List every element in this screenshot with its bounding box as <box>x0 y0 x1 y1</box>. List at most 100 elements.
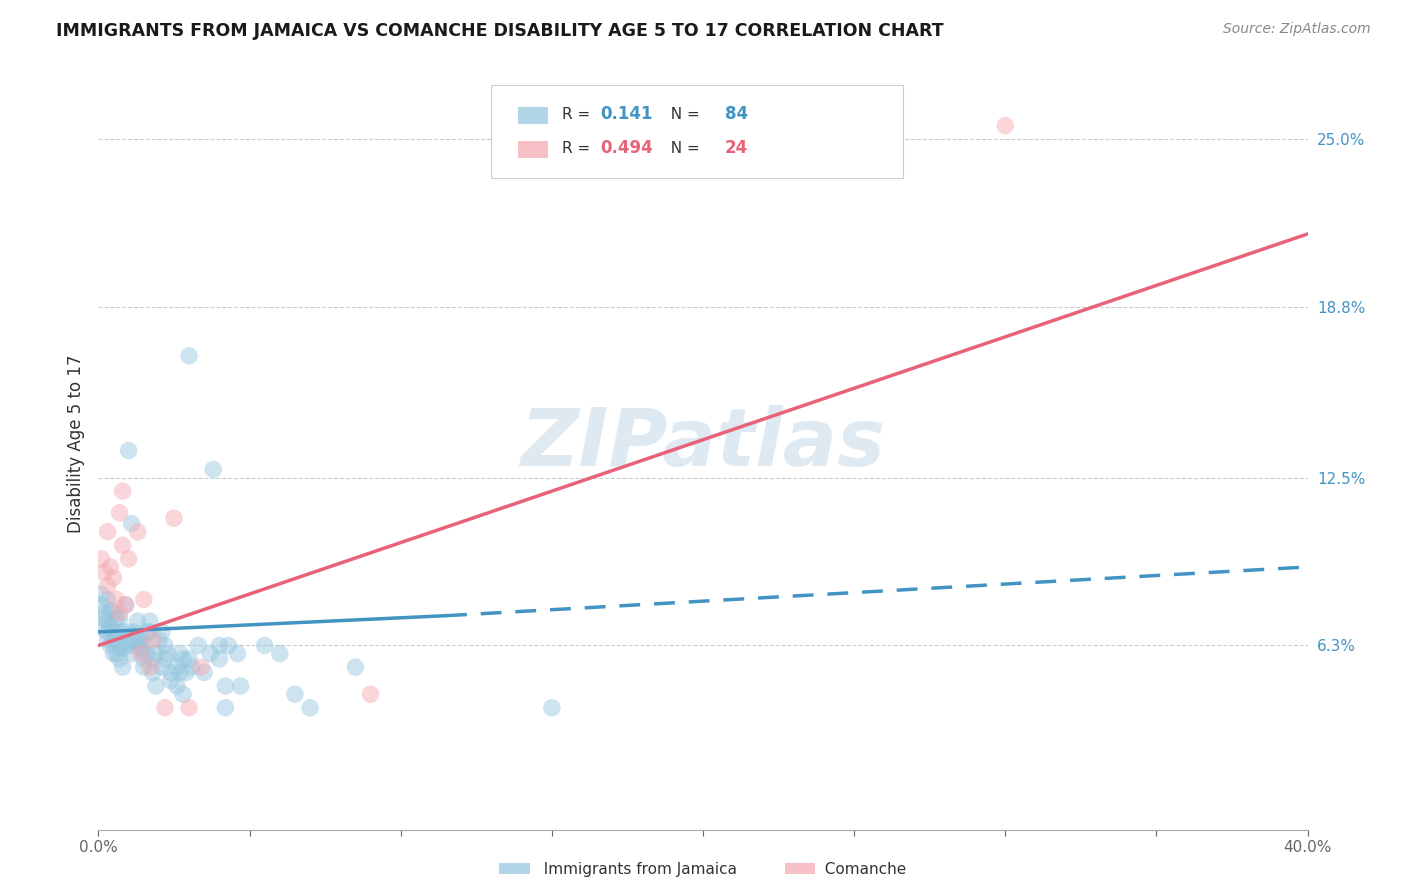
Point <box>208 652 231 666</box>
Point <box>118 639 141 653</box>
Point <box>108 652 131 666</box>
Point <box>121 647 143 661</box>
Point <box>111 641 134 656</box>
Point <box>114 598 136 612</box>
Point <box>229 679 252 693</box>
Point <box>217 639 239 653</box>
Point <box>181 660 204 674</box>
Point <box>139 614 162 628</box>
Point <box>127 614 149 628</box>
Point <box>100 619 122 633</box>
Point <box>103 647 125 661</box>
FancyBboxPatch shape <box>785 863 815 874</box>
Point <box>93 622 115 636</box>
Point <box>114 598 136 612</box>
Point <box>540 700 562 714</box>
Text: N =: N = <box>661 141 704 156</box>
Point <box>190 660 212 674</box>
Point <box>156 647 179 661</box>
Point <box>105 592 128 607</box>
Point <box>127 524 149 539</box>
Point <box>90 551 112 566</box>
Point <box>121 516 143 531</box>
Point <box>103 633 125 648</box>
Point <box>187 639 209 653</box>
Point <box>114 633 136 648</box>
Point <box>148 633 170 648</box>
Point <box>108 639 131 653</box>
Point <box>200 647 222 661</box>
Point <box>90 587 112 601</box>
Point <box>145 679 167 693</box>
Point <box>299 700 322 714</box>
Point <box>214 679 236 693</box>
Point <box>174 665 197 680</box>
Point <box>284 687 307 701</box>
Point <box>100 560 122 574</box>
FancyBboxPatch shape <box>517 106 548 124</box>
Point <box>172 652 194 666</box>
Point <box>166 679 188 693</box>
Point <box>142 652 165 666</box>
Point <box>96 624 118 639</box>
Point <box>100 603 122 617</box>
Point <box>208 639 231 653</box>
Point <box>111 538 134 552</box>
Point <box>169 647 191 661</box>
Point <box>96 592 118 607</box>
Point <box>202 462 225 476</box>
Point <box>93 611 115 625</box>
Point <box>118 443 141 458</box>
FancyBboxPatch shape <box>499 863 530 874</box>
Text: 0.141: 0.141 <box>600 105 652 123</box>
Text: ZIPatlas: ZIPatlas <box>520 405 886 483</box>
Point <box>139 660 162 674</box>
Point <box>269 647 291 661</box>
Point <box>193 665 215 680</box>
Y-axis label: Disability Age 5 to 17: Disability Age 5 to 17 <box>66 354 84 533</box>
Point <box>135 647 157 661</box>
Point <box>150 624 173 639</box>
Point <box>96 524 118 539</box>
Point <box>253 639 276 653</box>
Point <box>142 665 165 680</box>
Point <box>111 660 134 674</box>
Text: Comanche: Comanche <box>815 863 907 877</box>
Text: 84: 84 <box>724 105 748 123</box>
Text: 24: 24 <box>724 139 748 157</box>
Point <box>124 633 146 648</box>
Point <box>153 700 176 714</box>
Text: R =: R = <box>561 107 595 122</box>
Point <box>179 700 201 714</box>
Point <box>166 660 188 674</box>
Point <box>132 660 155 674</box>
FancyBboxPatch shape <box>492 85 903 178</box>
Text: N =: N = <box>661 107 704 122</box>
Point <box>105 647 128 661</box>
Point <box>145 647 167 661</box>
Point <box>226 647 249 661</box>
Point <box>96 579 118 593</box>
FancyBboxPatch shape <box>517 141 548 158</box>
Point <box>129 647 152 661</box>
Point <box>142 633 165 648</box>
Point <box>111 484 134 499</box>
Point <box>344 660 367 674</box>
Text: 0.494: 0.494 <box>600 139 652 157</box>
Point <box>132 652 155 666</box>
Point <box>172 687 194 701</box>
Point <box>105 611 128 625</box>
Text: Source: ZipAtlas.com: Source: ZipAtlas.com <box>1223 22 1371 37</box>
Point <box>135 624 157 639</box>
Point <box>150 660 173 674</box>
Point <box>93 566 115 580</box>
Text: IMMIGRANTS FROM JAMAICA VS COMANCHE DISABILITY AGE 5 TO 17 CORRELATION CHART: IMMIGRANTS FROM JAMAICA VS COMANCHE DISA… <box>56 22 943 40</box>
Point <box>93 606 115 620</box>
Point <box>127 639 149 653</box>
Point <box>214 700 236 714</box>
Point <box>108 611 131 625</box>
Point <box>153 639 176 653</box>
Point <box>160 665 183 680</box>
Point <box>360 687 382 701</box>
Point <box>90 598 112 612</box>
